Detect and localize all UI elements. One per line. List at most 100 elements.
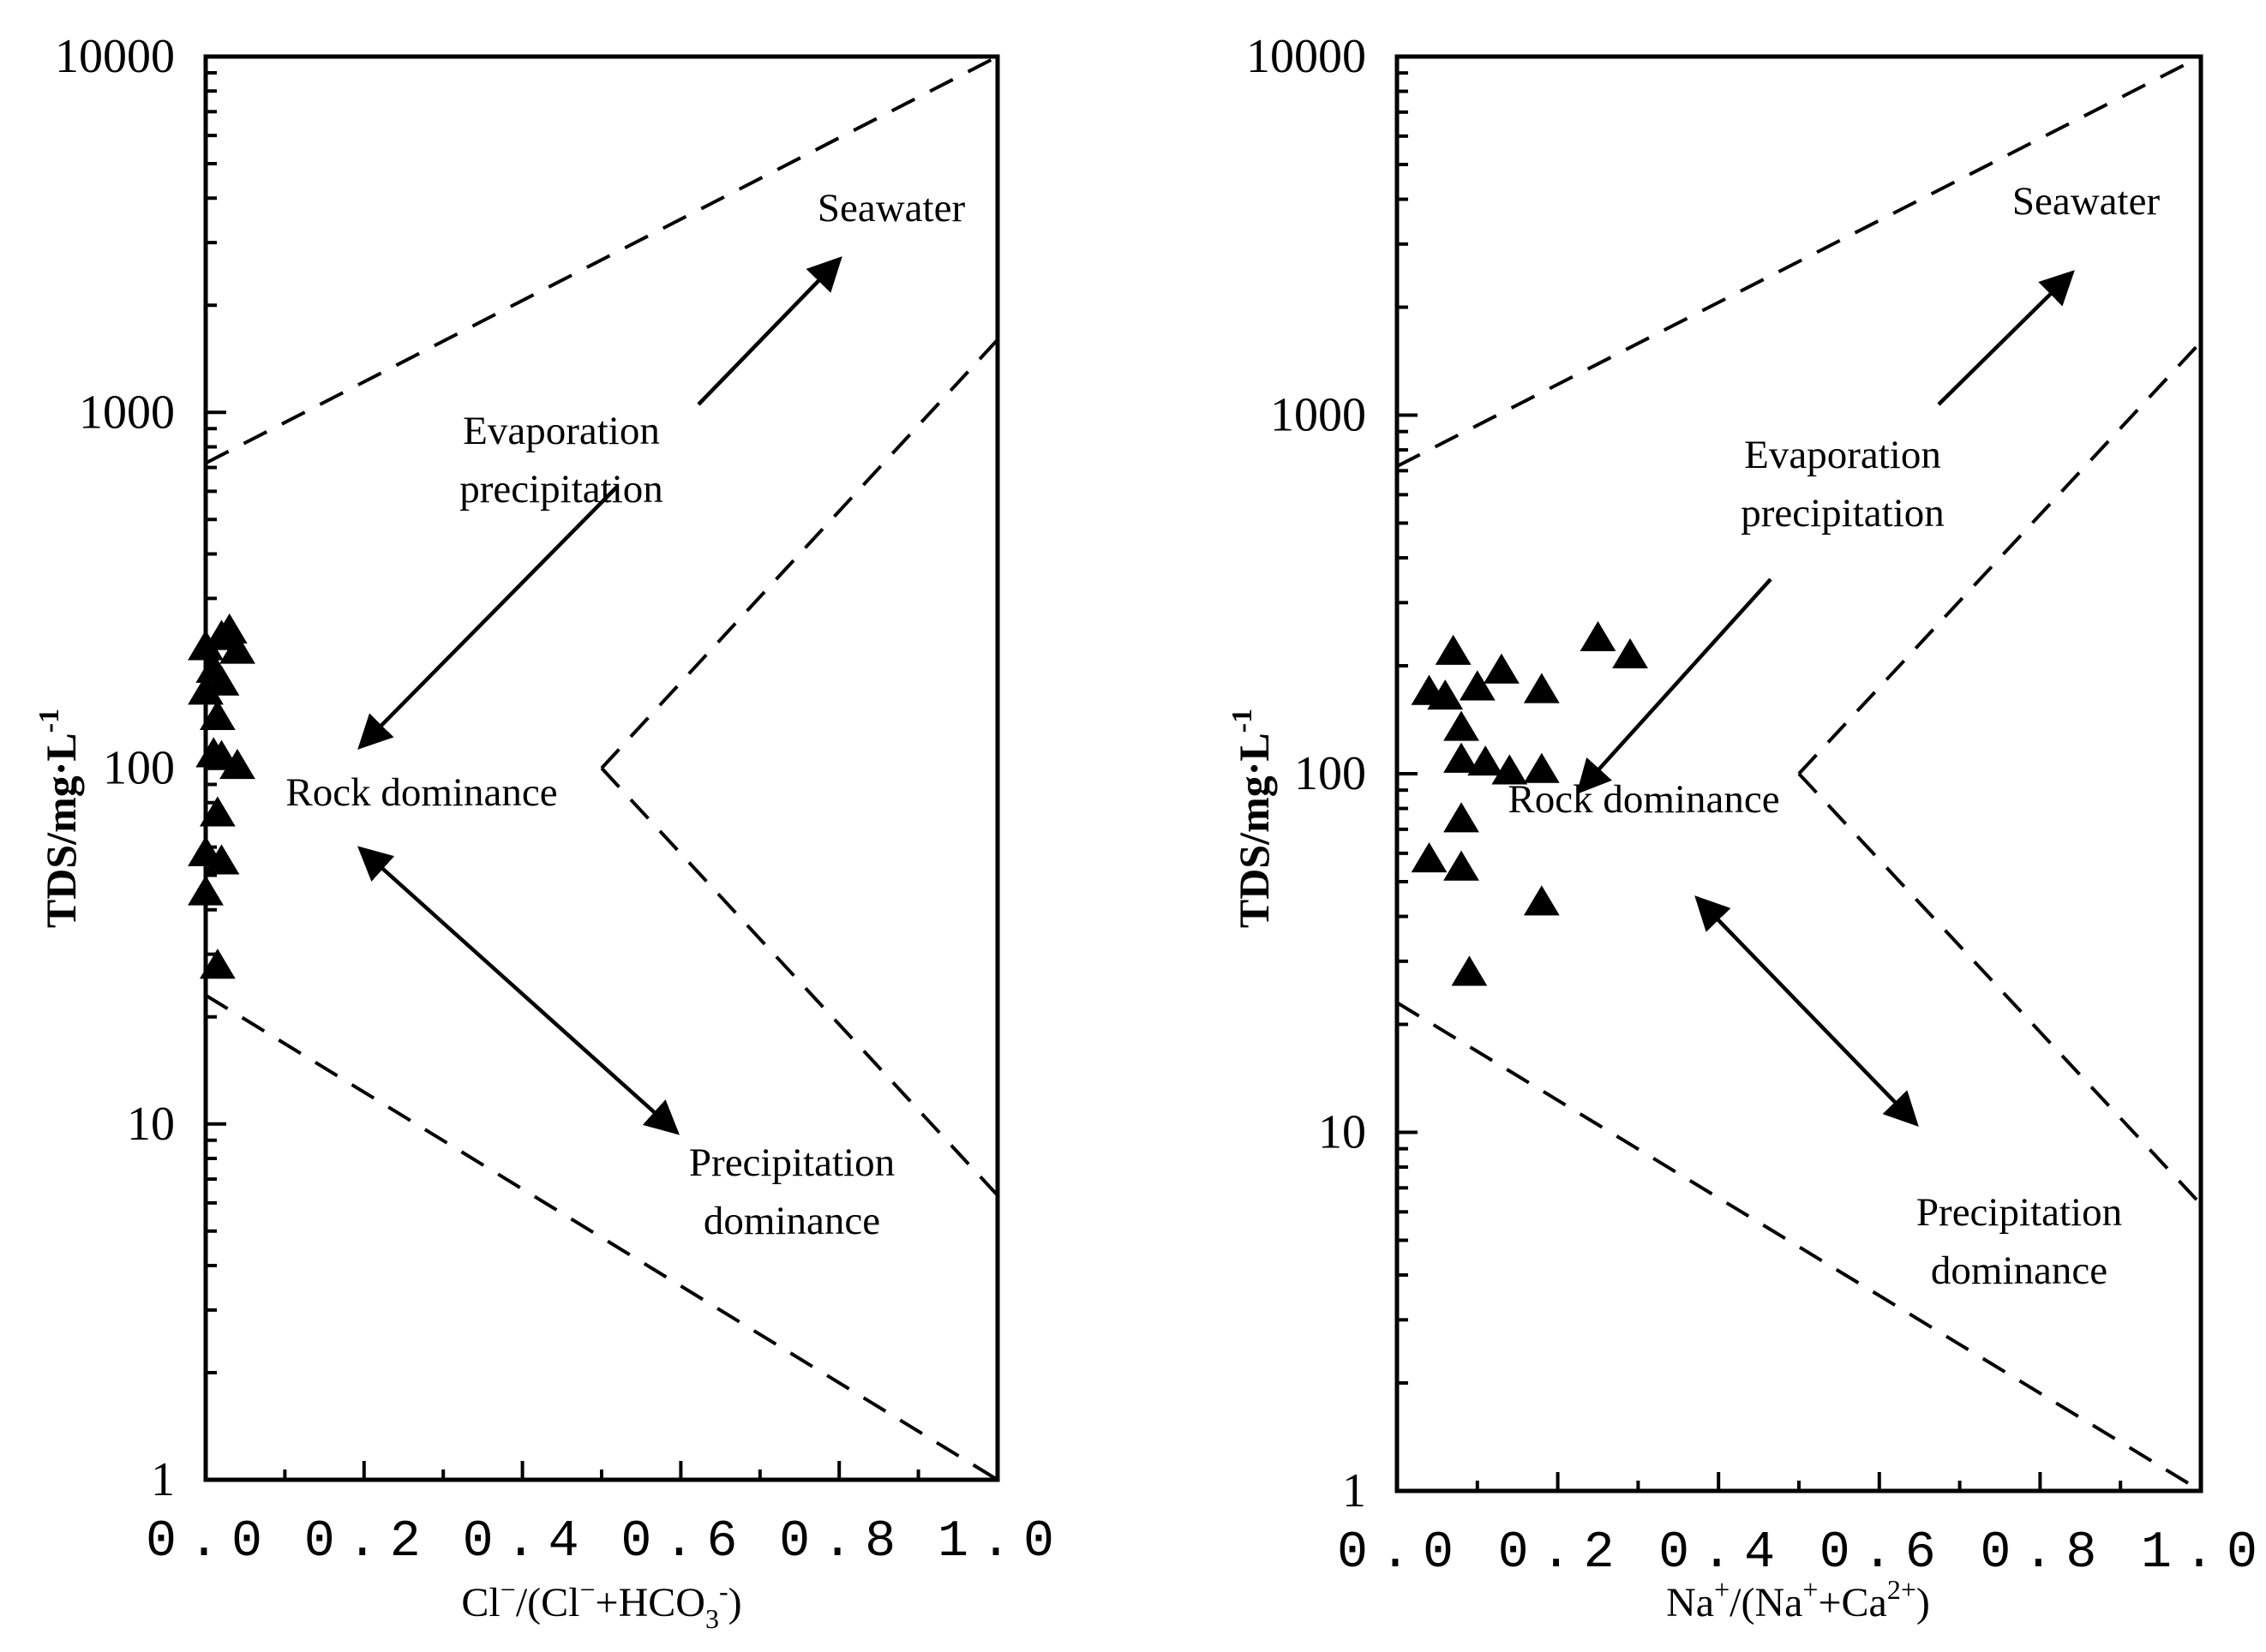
x-tick-label: 0.6 — [620, 1513, 749, 1571]
x-tick-label: 0.4 — [1658, 1524, 1787, 1583]
annotation-evaporation: precipitation — [459, 467, 663, 512]
data-point — [1580, 620, 1616, 652]
data-point — [1459, 670, 1496, 701]
y-tick-label: 10 — [1318, 1106, 1366, 1159]
x-axis-label-part: − — [579, 1574, 595, 1605]
data-point — [219, 633, 255, 664]
data-point — [1443, 710, 1479, 741]
data-point — [1523, 885, 1560, 916]
data-point — [1523, 752, 1560, 783]
annotation-rock-dominance: Rock dominance — [285, 770, 557, 815]
x-axis-label: Cl−/(Cl−+HCO3-) — [461, 1574, 741, 1634]
x-axis-label-part: + — [1802, 1574, 1818, 1605]
arrow-rock-precipitation — [1694, 895, 1919, 1127]
data-point — [199, 796, 236, 827]
boundary-upper — [1396, 55, 2202, 468]
y-axis-label: TDS/mg·L-1 — [1226, 709, 1278, 928]
y-tick-label: 10 — [127, 1098, 175, 1151]
y-tick-label: 10000 — [1246, 30, 1366, 83]
y-tick-label: 100 — [103, 742, 175, 795]
data-point — [1435, 634, 1472, 665]
x-tick-label: 0.0 — [146, 1513, 274, 1571]
boundary-chevron-upper — [600, 338, 999, 769]
annotation-evaporation: precipitation — [1741, 491, 1945, 536]
y-axis-label-exponent: -1 — [1226, 709, 1258, 733]
annotation-precipitation: dominance — [1931, 1248, 2107, 1293]
data-point — [1523, 673, 1560, 703]
x-axis-label-part: /(Na — [1729, 1580, 1802, 1625]
x-axis-label: Na+/(Na++Ca2+) — [1666, 1574, 1930, 1625]
x-axis-label-part: 3 — [705, 1603, 719, 1634]
data-point — [188, 674, 224, 705]
x-tick-label: 0.2 — [1498, 1524, 1627, 1583]
x-axis-label-part: Cl — [461, 1580, 500, 1625]
annotation-precipitation: dominance — [704, 1199, 880, 1243]
arrow-to-seawater — [1937, 270, 2075, 406]
arrow-to-rock-dominance — [1576, 578, 1772, 794]
data-point — [1443, 802, 1479, 833]
data-point — [1427, 679, 1464, 710]
x-tick-label: 0.4 — [463, 1513, 591, 1571]
data-point — [1443, 850, 1479, 881]
annotation-rock-dominance: Rock dominance — [1508, 777, 1779, 822]
y-tick-label: 10000 — [55, 30, 175, 83]
x-axis-label-part: ) — [728, 1580, 742, 1625]
arrow-to-seawater — [697, 256, 842, 406]
data-point — [188, 630, 224, 661]
x-tick-label: 0.8 — [1980, 1524, 2108, 1583]
data-point — [1443, 742, 1479, 773]
arrow-to-rock-dominance — [357, 485, 619, 750]
x-axis-label-part: +Ca — [1818, 1580, 1886, 1625]
boundary-lower — [204, 993, 999, 1481]
x-tick-label: 0.2 — [304, 1513, 433, 1571]
x-axis-label-part: + — [1714, 1574, 1729, 1605]
data-point — [199, 949, 236, 979]
chart-panel-2: 1 10 100 1000 10000 0.0 0.2 0.4 0.6 0.8 1.0 Seawate… — [1226, 30, 2266, 1625]
data-point — [1491, 754, 1528, 785]
chart-panel-1: 1 10 100 1000 10000 0.0 0.2 0.4 0.6 0.8 1.0 Seawate… — [33, 30, 1066, 1634]
data-point — [188, 875, 224, 906]
y-axis-label-main: TDS/mg·L — [1230, 733, 1278, 928]
x-tick-label: 1.0 — [938, 1513, 1066, 1571]
boundary-upper — [205, 55, 998, 465]
x-tick-label: 0.0 — [1337, 1524, 1466, 1583]
data-point — [1484, 653, 1520, 684]
y-tick-label: 100 — [1294, 747, 1366, 800]
x-axis-label-part: - — [719, 1576, 728, 1607]
y-tick-label: 1000 — [79, 386, 175, 439]
boundary-lower — [1395, 1001, 2203, 1493]
x-axis-label-part: − — [501, 1574, 516, 1605]
boundary-chevron-lower — [1797, 772, 2203, 1206]
boundary-chevron-lower — [600, 767, 999, 1197]
x-axis-label-part: 2+ — [1887, 1574, 1916, 1605]
x-axis-label-part: Na — [1666, 1580, 1714, 1625]
annotation-precipitation: Precipitation — [689, 1140, 895, 1185]
data-point — [1411, 842, 1448, 873]
x-tick-label: 0.8 — [779, 1513, 908, 1571]
x-axis-label-part: +HCO — [596, 1580, 705, 1625]
x-axis-label-part: /(Cl — [516, 1580, 580, 1625]
x-axis-label-part: ) — [1916, 1580, 1930, 1625]
y-axis-label: TDS/mg·L-1 — [33, 709, 85, 928]
data-point — [1612, 637, 1648, 669]
annotation-evaporation: Evaporation — [463, 409, 660, 453]
data-point — [1467, 745, 1504, 776]
y-axis-label-exponent: -1 — [33, 709, 65, 733]
y-tick-label: 1000 — [1270, 389, 1366, 442]
data-point — [199, 699, 236, 730]
data-point — [219, 748, 255, 780]
annotation-seawater: Seawater — [818, 186, 966, 230]
y-tick-label: 1 — [151, 1453, 175, 1506]
y-axis-label-main: TDS/mg·L — [37, 733, 85, 928]
x-tick-label: 1.0 — [2141, 1524, 2266, 1583]
boundary-chevron-upper — [1797, 340, 2203, 775]
arrow-rock-precipitation — [357, 846, 680, 1135]
data-point — [1451, 955, 1488, 986]
x-tick-label: 0.6 — [1819, 1524, 1948, 1583]
data-point — [203, 844, 240, 875]
annotation-evaporation: Evaporation — [1744, 433, 1941, 477]
annotation-seawater: Seawater — [2012, 179, 2161, 224]
y-tick-label: 1 — [1342, 1464, 1366, 1517]
annotation-precipitation: Precipitation — [1916, 1190, 2122, 1235]
